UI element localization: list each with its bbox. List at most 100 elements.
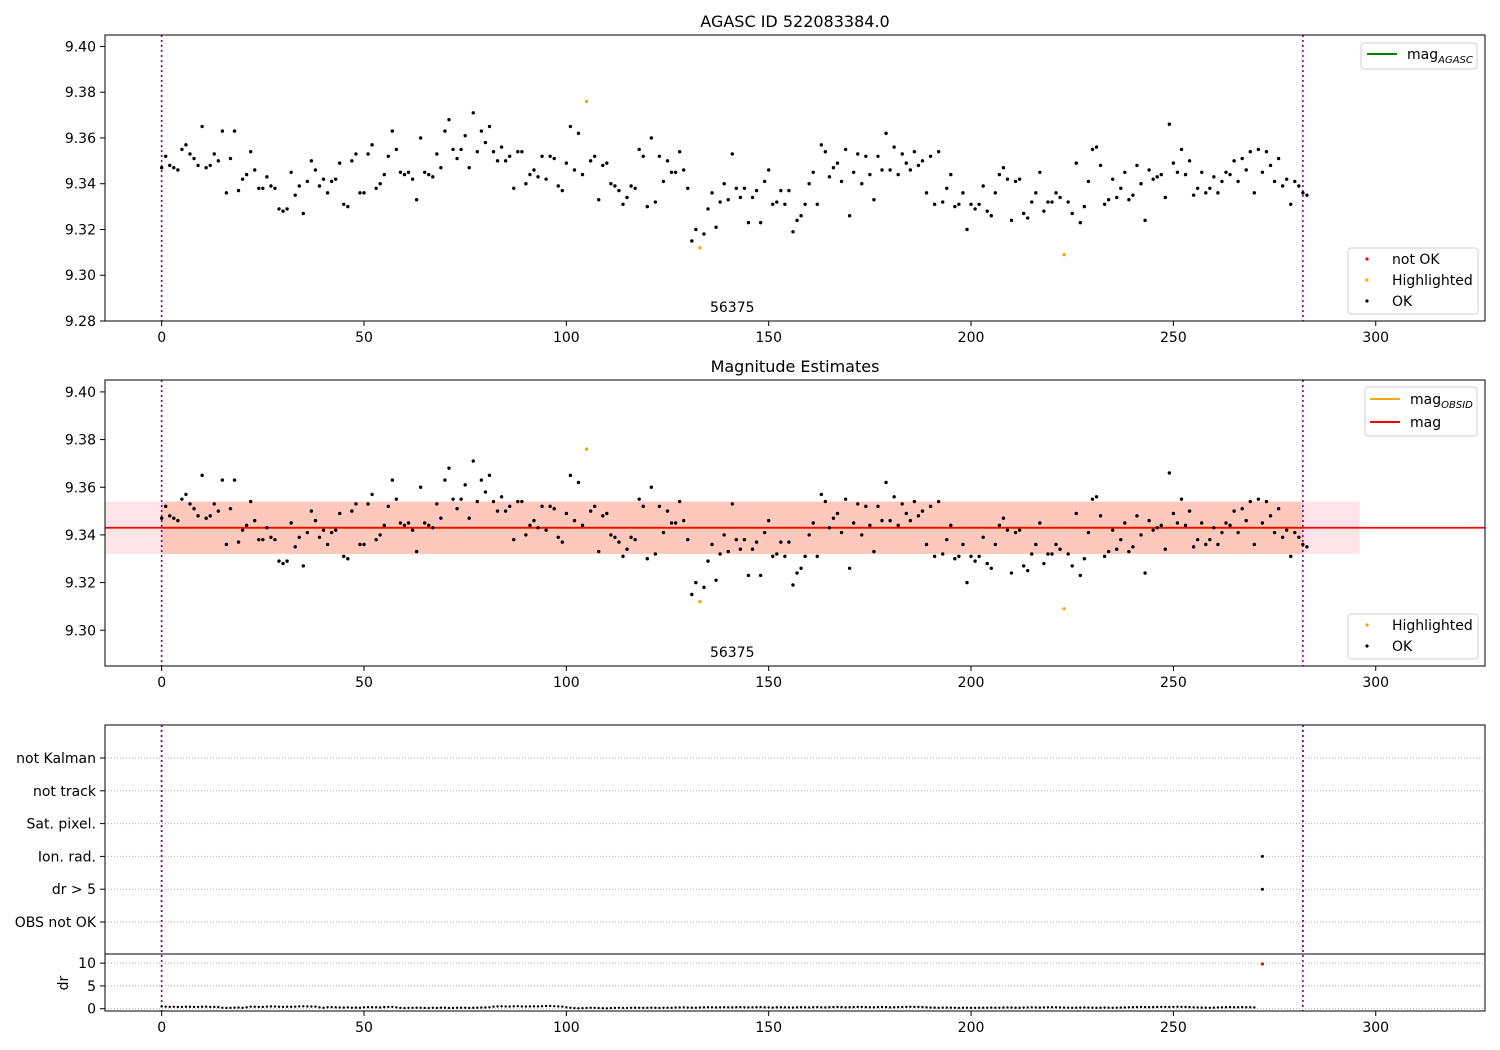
p4-dr-point — [221, 1006, 224, 1010]
p4-dr-point — [160, 1005, 163, 1008]
p2-ok-point — [791, 583, 795, 587]
p1-ok-point — [1030, 200, 1034, 204]
p1-ok-point — [192, 156, 196, 161]
p1-ok-point — [520, 149, 524, 154]
p1-ok-point — [390, 129, 395, 133]
p2-ok-point — [682, 518, 686, 523]
p2-ok-point — [1268, 514, 1273, 518]
p2-ok-point — [1098, 514, 1103, 518]
p1-ok-point — [758, 220, 763, 225]
p2-ok-point — [358, 542, 362, 547]
p4-dr-point — [755, 1006, 758, 1009]
p4-dr-point — [168, 1005, 171, 1009]
p1-ok-point — [552, 156, 556, 161]
p1-ok-point — [495, 159, 500, 163]
p2-ok-point — [394, 497, 399, 501]
p1-xtick-label-2: 100 — [553, 330, 580, 346]
p4-dr-point — [1018, 1006, 1021, 1010]
p1-ok-point — [427, 172, 431, 177]
p2-ok-point — [1086, 530, 1091, 535]
p2-ok-point — [414, 549, 419, 554]
p1-ok-point — [418, 136, 423, 140]
p2-ok-point — [1228, 523, 1232, 528]
p1-ok-point — [783, 202, 787, 207]
p2-ok-point — [1220, 530, 1224, 535]
p4-dr-point — [342, 1006, 345, 1009]
p1-ok-point — [471, 111, 475, 115]
p1-ok-point — [953, 204, 957, 209]
p2-ok-point — [1200, 521, 1204, 525]
p4-dr-point — [888, 1006, 892, 1009]
p4-dr-point — [374, 1006, 378, 1009]
p1-ok-point — [1167, 122, 1172, 126]
p2-ok-point — [742, 537, 747, 542]
p2-ok-point — [661, 530, 666, 535]
p1-xtick-label-5: 250 — [1160, 330, 1187, 346]
p1-ok-point — [775, 200, 779, 204]
p1-ok-point — [884, 131, 888, 136]
p2-ok-point — [706, 559, 710, 563]
legend-ok-label: OK — [1392, 294, 1413, 310]
p1-ok-point — [710, 191, 714, 195]
p4-dr-point — [524, 1005, 528, 1008]
p2-ok-point — [325, 542, 330, 547]
p2-ok-point — [273, 537, 277, 542]
p2-ytick-label-0: 9.30 — [65, 623, 96, 639]
p2-ok-point — [374, 537, 378, 542]
p1-xtick-label-0: 0 — [157, 330, 166, 346]
p1-ok-point — [1285, 177, 1289, 181]
p4-dr-point — [1022, 1006, 1025, 1009]
p4-dr-point — [500, 1005, 503, 1008]
p4-dr-point — [310, 1005, 313, 1008]
p2-ok-point — [969, 554, 973, 559]
p2-ok-point — [629, 535, 633, 539]
p4-dr-point — [1050, 1006, 1054, 1009]
p4-dr-point — [662, 1006, 665, 1010]
p4-dr-point — [706, 1006, 710, 1009]
p2-ok-point — [168, 514, 172, 518]
p4-dr-point — [803, 1006, 807, 1009]
p4-dr-point — [872, 1006, 876, 1009]
p2-ok-point — [1252, 542, 1257, 547]
p4-dr-point — [973, 1006, 977, 1010]
p1-ok-point — [354, 152, 358, 156]
p1-ok-point — [475, 149, 480, 154]
p4-dr-point — [1026, 1006, 1029, 1009]
p4-dr-point — [1164, 1005, 1167, 1009]
p1-ok-point — [224, 191, 229, 195]
p4-dr-point — [1147, 1006, 1151, 1009]
p2-ok-point — [1264, 499, 1269, 504]
p4-dr-point — [455, 1006, 459, 1010]
p4-dr-point — [253, 1005, 256, 1009]
p1-ok-point — [1187, 159, 1192, 163]
p4-dr-point — [1006, 1006, 1009, 1009]
p4-dr-point — [569, 1006, 572, 1010]
p2-ok-point — [665, 509, 670, 513]
p4-dr-point — [1131, 1006, 1135, 1009]
p4-dr-point — [281, 1005, 285, 1009]
p4-dr-point — [1192, 1006, 1195, 1009]
p4-dr-point — [1212, 1006, 1216, 1009]
p4-dr-point — [593, 1006, 596, 1010]
p1-ok-point — [661, 179, 666, 184]
p4-ytick-label-2: 10 — [78, 956, 96, 972]
p4-dr-point — [791, 1006, 795, 1009]
p4-dr-point — [536, 1005, 540, 1008]
p4-dr-point — [969, 1006, 973, 1010]
p1-ok-point — [1272, 179, 1277, 184]
p2-ok-point — [406, 521, 411, 525]
p3-category-label-1: not track — [33, 784, 97, 800]
p4-dr-point — [350, 1006, 354, 1009]
p1-xtick-label-3: 150 — [755, 330, 782, 346]
p1-ok-point — [386, 154, 390, 158]
p4-dr-point — [204, 1005, 208, 1008]
p1-ok-point — [289, 170, 293, 174]
p4-dr-point — [868, 1006, 872, 1009]
p1-ok-point — [184, 143, 188, 147]
p1-ok-point — [1046, 200, 1050, 204]
p4-dr-point — [722, 1006, 726, 1009]
p4-dr-point — [1042, 1006, 1046, 1009]
p1-ok-point — [912, 149, 917, 154]
svg-text:magOBSID: magOBSID — [1410, 392, 1473, 411]
p4-dr-point — [629, 1006, 633, 1010]
